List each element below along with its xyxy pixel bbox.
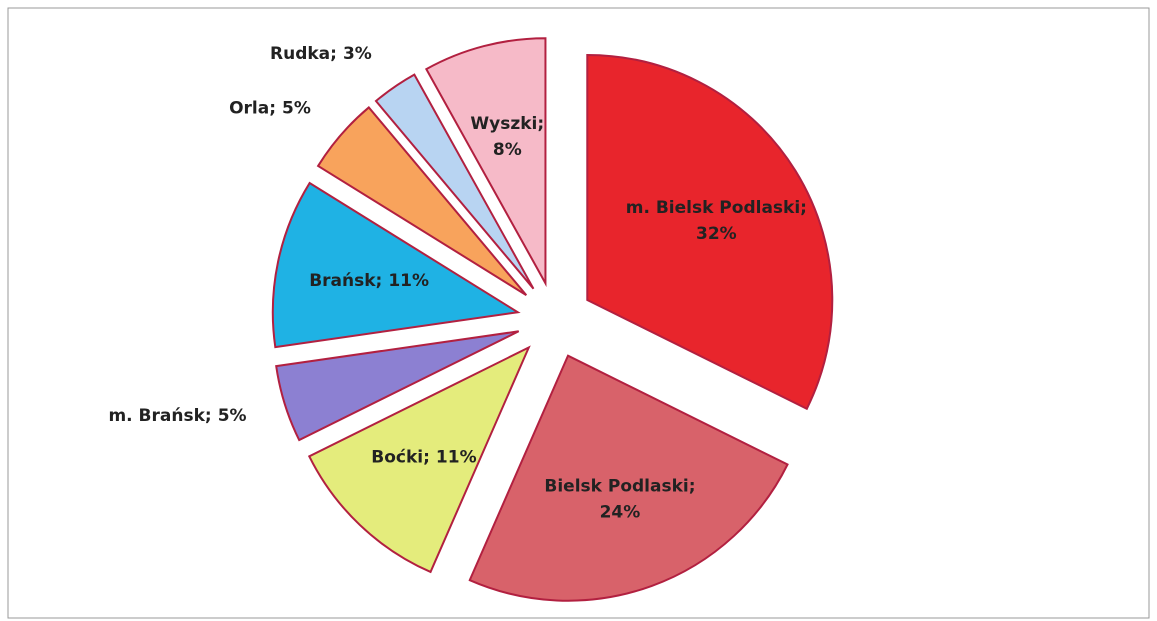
label-category: Rudka; xyxy=(270,44,337,64)
data-label: Wyszki; 8% xyxy=(470,114,544,160)
pie-slice xyxy=(316,106,528,296)
pie-slice xyxy=(586,53,834,411)
data-label: m. Bielsk Podlaski; 32% xyxy=(626,198,807,244)
chart-frame xyxy=(7,7,1150,619)
label-value: 32% xyxy=(696,224,737,244)
data-label: Boćki; 11% xyxy=(371,447,476,467)
label-value: 3% xyxy=(343,44,372,64)
pie-slice xyxy=(271,181,521,349)
label-value: 8% xyxy=(493,140,522,160)
data-label: Orla; 5% xyxy=(229,98,311,118)
label-value: 24% xyxy=(600,502,641,522)
label-category: Bielsk Podlaski; xyxy=(544,476,695,496)
label-category: Brańsk; xyxy=(309,271,382,291)
pie-slice xyxy=(374,73,535,290)
label-value: 11% xyxy=(436,447,477,467)
label-value: 11% xyxy=(388,271,429,291)
label-value: 5% xyxy=(282,98,311,118)
data-label: m. Brańsk; 5% xyxy=(108,406,246,426)
label-category: Wyszki; xyxy=(470,114,544,134)
pie-slice xyxy=(468,354,789,602)
label-category: m. Bielsk Podlaski; xyxy=(626,198,807,218)
pie-slice xyxy=(275,330,520,442)
data-label: Rudka; 3% xyxy=(270,44,372,64)
data-label: Bielsk Podlaski; 24% xyxy=(544,476,695,522)
data-label: Brańsk; 11% xyxy=(309,271,429,291)
label-category: m. Brańsk; xyxy=(108,406,211,426)
label-value: 5% xyxy=(218,406,247,426)
pie-slice xyxy=(307,345,531,574)
label-category: Boćki; xyxy=(371,447,430,467)
pie-slice xyxy=(424,37,547,288)
label-category: Orla; xyxy=(229,98,276,118)
